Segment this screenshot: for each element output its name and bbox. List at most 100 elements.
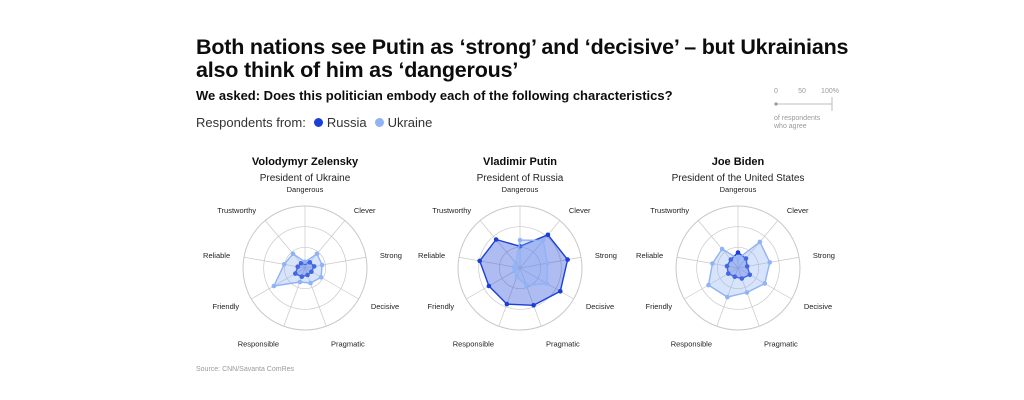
point-ukraine-trustworthy bbox=[719, 246, 725, 252]
axis-spoke-clever bbox=[519, 220, 561, 269]
axis-label-strong: Strong bbox=[380, 251, 402, 260]
point-ukraine-trustworthy bbox=[513, 261, 519, 266]
scale-tick-50: 50 bbox=[798, 88, 806, 95]
axis-label-decisive: Decisive bbox=[371, 302, 399, 311]
radar-chart-zelensky: Dangerous Clever Strong Decisive Pragmatic Re… bbox=[203, 185, 402, 348]
point-ukraine-decisive bbox=[762, 281, 768, 286]
point-russia-responsible bbox=[504, 301, 510, 307]
scale-key-start bbox=[774, 102, 778, 106]
point-russia-decisive bbox=[309, 269, 314, 274]
axis-spoke-trustworthy bbox=[264, 220, 306, 269]
legend-swatch-ukraine bbox=[374, 118, 384, 127]
point-ukraine-clever bbox=[540, 238, 546, 243]
legend: Respondents from: Russia Ukraine bbox=[196, 115, 432, 130]
point-russia-responsible bbox=[732, 274, 738, 279]
radar-title-putin: Vladimir Putin bbox=[483, 156, 557, 168]
legend-label-ukraine: Ukraine bbox=[387, 115, 433, 130]
point-ukraine-responsible bbox=[514, 274, 520, 279]
axis-label-pragmatic: Pragmatic bbox=[331, 339, 365, 348]
axis-label-friendly: Friendly bbox=[212, 302, 239, 311]
axis-label-clever: Clever bbox=[787, 206, 809, 215]
axis-label-friendly: Friendly bbox=[427, 302, 454, 311]
point-russia-reliable bbox=[295, 264, 300, 269]
point-ukraine-friendly bbox=[512, 268, 517, 274]
radar-subtitle-biden: President of the United States bbox=[671, 173, 805, 184]
point-ukraine-clever bbox=[314, 251, 320, 257]
axis-label-pragmatic: Pragmatic bbox=[546, 339, 580, 348]
axis-label-decisive: Decisive bbox=[804, 302, 832, 311]
point-russia-clever bbox=[743, 256, 749, 261]
point-russia-decisive bbox=[747, 272, 753, 278]
axis-spoke-pragmatic bbox=[519, 267, 542, 327]
axis-label-clever: Clever bbox=[354, 206, 376, 215]
point-russia-reliable bbox=[724, 263, 730, 269]
axis-label-reliable: Reliable bbox=[418, 251, 445, 260]
scale-key-caption-1: of respondents bbox=[774, 115, 821, 122]
legend-prefix: Respondents from: bbox=[196, 115, 306, 130]
point-russia-friendly bbox=[293, 271, 298, 276]
axis-label-reliable: Reliable bbox=[203, 251, 230, 260]
radar-title-zelensky: Volodymyr Zelensky bbox=[251, 156, 359, 168]
point-ukraine-decisive bbox=[318, 275, 324, 280]
point-russia-responsible bbox=[299, 274, 305, 279]
point-ukraine-pragmatic bbox=[524, 283, 529, 288]
point-russia-reliable bbox=[477, 258, 482, 264]
point-russia-dangerous bbox=[735, 250, 741, 255]
axis-spoke-reliable bbox=[243, 256, 306, 269]
axis-spoke-decisive bbox=[304, 267, 359, 300]
point-russia-friendly bbox=[726, 271, 731, 276]
legend-item-russia: Russia bbox=[306, 115, 367, 130]
axis-spoke-reliable bbox=[458, 256, 521, 269]
radar-chart-putin: Dangerous Clever Strong Decisive Pragmatic Re… bbox=[418, 185, 617, 348]
axis-label-responsible: Responsible bbox=[671, 339, 712, 348]
series-area-ukraine bbox=[513, 239, 549, 287]
radar-subtitle-zelensky: President of Ukraine bbox=[259, 173, 351, 184]
point-ukraine-friendly bbox=[706, 282, 711, 288]
axis-label-dangerous: Dangerous bbox=[720, 185, 757, 194]
point-ukraine-dangerous bbox=[517, 237, 523, 243]
axis-label-strong: Strong bbox=[595, 251, 617, 260]
point-ukraine-clever bbox=[757, 239, 763, 245]
axis-spoke-clever bbox=[304, 220, 346, 269]
axis-label-responsible: Responsible bbox=[238, 339, 279, 348]
scale-key: 0 50 100% of respondents who agree bbox=[773, 88, 839, 130]
point-ukraine-strong bbox=[545, 260, 550, 266]
point-russia-pragmatic bbox=[305, 272, 310, 278]
point-ukraine-decisive bbox=[544, 281, 550, 286]
chart-subtitle: We asked: Does this politician embody ea… bbox=[196, 88, 673, 103]
point-russia-pragmatic bbox=[531, 303, 536, 308]
point-ukraine-pragmatic bbox=[308, 280, 313, 286]
legend-swatch-russia bbox=[313, 118, 323, 127]
axis-label-trustworthy: Trustworthy bbox=[650, 206, 689, 215]
point-russia-clever bbox=[545, 232, 551, 238]
point-russia-strong bbox=[311, 264, 317, 269]
point-russia-pragmatic bbox=[739, 276, 745, 281]
axis-spoke-friendly bbox=[466, 267, 521, 300]
scale-key-caption-2: who agree bbox=[773, 123, 807, 130]
point-russia-strong bbox=[744, 264, 750, 269]
legend-item-ukraine: Ukraine bbox=[367, 115, 433, 130]
legend-label-russia: Russia bbox=[326, 115, 367, 130]
radar-subtitle-putin: President of Russia bbox=[476, 173, 564, 184]
axis-label-dangerous: Dangerous bbox=[287, 185, 324, 194]
axis-label-pragmatic: Pragmatic bbox=[764, 339, 798, 348]
point-ukraine-dangerous bbox=[735, 256, 741, 261]
series-area-ukraine bbox=[707, 241, 771, 298]
axis-spoke-pragmatic bbox=[304, 267, 327, 327]
point-russia-trustworthy bbox=[298, 261, 304, 266]
point-ukraine-reliable bbox=[710, 261, 715, 266]
radar-chart-biden: Dangerous Clever Strong Decisive Pragmatic Re… bbox=[636, 185, 835, 348]
point-russia-strong bbox=[565, 257, 570, 262]
point-ukraine-trustworthy bbox=[290, 251, 296, 257]
axis-label-reliable: Reliable bbox=[636, 251, 663, 260]
axis-label-clever: Clever bbox=[569, 206, 591, 215]
axis-label-trustworthy: Trustworthy bbox=[432, 206, 471, 215]
axis-label-responsible: Responsible bbox=[453, 339, 494, 348]
source-note: Source: CNN/Savanta ComRes bbox=[196, 366, 295, 373]
scale-tick-0: 0 bbox=[774, 88, 778, 95]
chart-title: Both nations see Putin as ‘strong’ and ‘… bbox=[196, 35, 849, 82]
point-russia-trustworthy bbox=[493, 237, 499, 242]
axis-label-strong: Strong bbox=[813, 251, 835, 260]
series-area-russia bbox=[294, 261, 315, 278]
axis-spoke-trustworthy bbox=[479, 220, 521, 269]
